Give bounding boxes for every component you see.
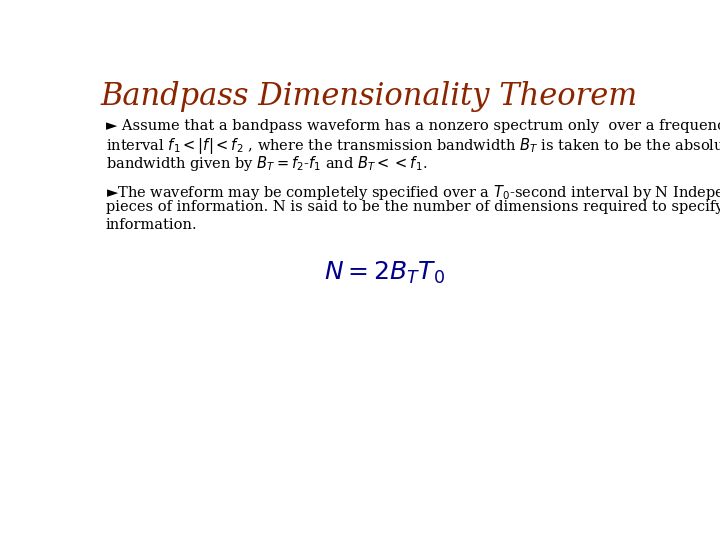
Text: pieces of information. N is said to be the number of dimensions required to spec: pieces of information. N is said to be t… (106, 200, 720, 214)
Text: bandwidth given by $B_T$$=$$f_2$-$f_1$ and $B_T$$<<$$f_1$.: bandwidth given by $B_T$$=$$f_2$-$f_1$ a… (106, 154, 427, 173)
Text: ►The waveform may be completely specified over a $T_0$-second interval by N Inde: ►The waveform may be completely specifie… (106, 183, 720, 202)
Text: information.: information. (106, 218, 197, 232)
Text: $N = 2B_T T_0$: $N = 2B_T T_0$ (324, 260, 446, 286)
Text: Bandpass Dimensionality Theorem: Bandpass Dimensionality Theorem (100, 82, 638, 112)
Text: interval $f_1 < |f| < f_2$ , where the transmission bandwidth $B_T$ is taken to : interval $f_1 < |f| < f_2$ , where the t… (106, 136, 720, 156)
Text: ► Assume that a bandpass waveform has a nonzero spectrum only  over a frequency: ► Assume that a bandpass waveform has a … (106, 119, 720, 133)
